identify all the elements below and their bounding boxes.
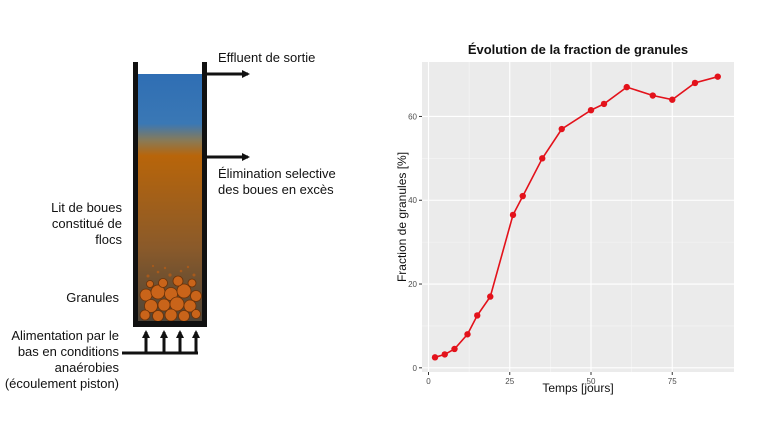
y-axis-label: Fraction de granules [%] <box>395 152 409 282</box>
data-point <box>587 106 595 114</box>
excess-sludge-label: Élimination selective des boues en excès <box>218 166 336 198</box>
floc-specks <box>146 264 196 278</box>
x-tick-label: 25 <box>505 377 514 386</box>
feed-label-line4: (écoulement piston) <box>4 376 119 391</box>
grid-lines <box>422 62 734 372</box>
bed-label-line3: flocs <box>95 232 122 247</box>
data-point <box>600 100 608 108</box>
feed-arrows <box>142 330 200 352</box>
reactor-bottom <box>133 321 207 327</box>
feed-label-line2: bas en conditions <box>17 344 119 359</box>
data-point <box>474 312 481 319</box>
data-point <box>487 293 494 300</box>
x-tick-label: 50 <box>587 377 596 386</box>
data-point <box>623 83 630 91</box>
feed-label-line3: anaérobies <box>54 360 119 375</box>
data-point <box>691 79 699 87</box>
plot-panel <box>422 62 734 372</box>
series-layer <box>431 73 721 361</box>
bed-label-line1: Lit de boues <box>51 200 122 215</box>
y-tick-label: 60 <box>408 112 417 121</box>
bed-label-line2: constitué de <box>51 216 122 231</box>
data-point <box>451 345 458 353</box>
x-axis-label: Temps [jours] <box>542 381 613 395</box>
data-point <box>669 96 676 103</box>
reactor-left-wall <box>133 62 138 327</box>
data-point <box>539 155 546 162</box>
outlet-label: Effluent de sortie <box>218 50 316 65</box>
reactor-diagram <box>122 62 250 355</box>
feed-label: Alimentation par le bas en conditions an… <box>5 328 119 392</box>
y-tick-label: 40 <box>408 196 417 205</box>
x-tick-label: 0 <box>426 377 431 386</box>
axis-ticks: 0 25 50 75 0 20 40 60 <box>408 112 677 386</box>
excess-label-line2: des boues en excès <box>218 182 334 197</box>
granule-fraction-chart: Évolution de la fraction de granules 0 25… <box>395 42 734 395</box>
sludge-bed-label: Lit de boues constitué de flocs <box>51 200 122 248</box>
data-point <box>649 92 656 99</box>
x-tick-label: 75 <box>668 377 677 386</box>
y-tick-label: 0 <box>413 364 418 373</box>
data-point <box>714 73 721 80</box>
feed-label-line1: Alimentation par le <box>11 328 119 343</box>
data-point <box>431 354 439 361</box>
data-point <box>441 351 448 358</box>
chart-title: Évolution de la fraction de granules <box>468 42 688 57</box>
y-tick-label: 20 <box>408 280 417 289</box>
reactor-right-wall <box>202 62 207 327</box>
data-point <box>464 331 471 338</box>
granules-label: Granules <box>66 290 119 305</box>
excess-label-line1: Élimination selective <box>218 166 336 181</box>
data-point <box>509 211 517 219</box>
data-point <box>519 192 526 200</box>
data-point <box>558 125 565 133</box>
